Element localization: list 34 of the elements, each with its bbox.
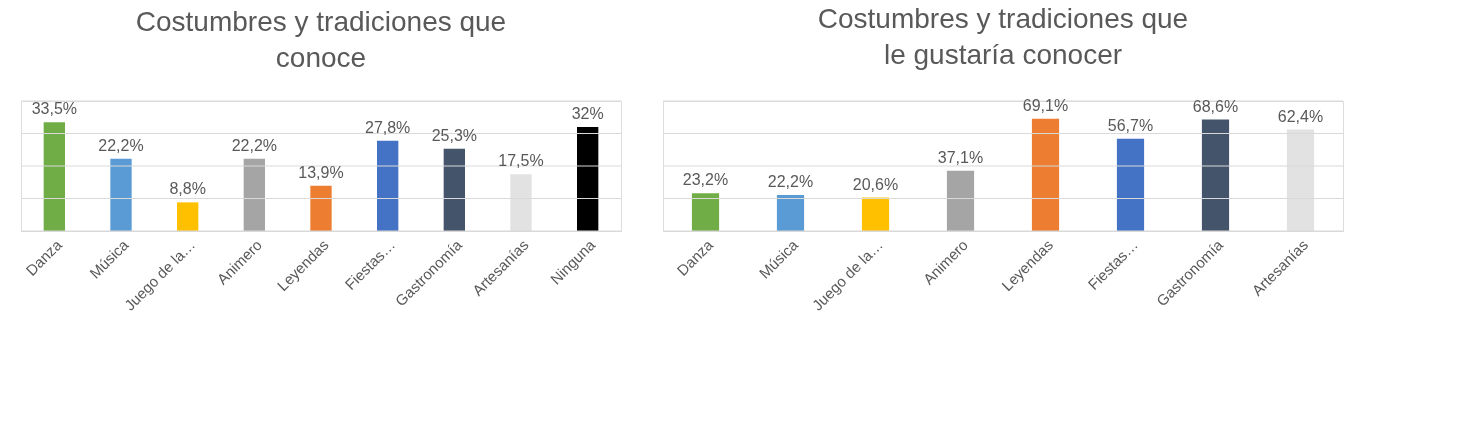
data-label: 8,8% xyxy=(169,180,206,198)
data-label: 23,2% xyxy=(682,171,729,189)
bar xyxy=(443,148,465,231)
bar xyxy=(1116,138,1145,231)
bar xyxy=(691,193,720,231)
bar xyxy=(243,158,265,231)
data-label: 32% xyxy=(571,105,604,122)
data-label: 33,5% xyxy=(31,100,78,118)
data-label: 22,2% xyxy=(767,172,814,190)
bar xyxy=(377,140,399,231)
bar xyxy=(43,122,65,231)
data-label: 68,6% xyxy=(1192,97,1239,115)
data-label: 37,1% xyxy=(937,148,984,166)
bar xyxy=(310,185,332,231)
bar xyxy=(177,202,199,231)
bar xyxy=(776,194,805,231)
data-label: 20,6% xyxy=(852,175,899,193)
data-label: 25,3% xyxy=(431,126,478,144)
data-label: 22,2% xyxy=(98,136,144,154)
data-label: 69,1% xyxy=(1022,96,1069,114)
bar xyxy=(1201,119,1230,231)
data-label: 17,5% xyxy=(498,152,544,170)
data-label: 27,8% xyxy=(364,118,411,136)
bar xyxy=(946,170,975,231)
bar xyxy=(861,197,890,231)
data-label: 13,9% xyxy=(298,163,344,181)
data-label: 56,7% xyxy=(1107,116,1154,134)
bar xyxy=(1031,118,1060,231)
bar xyxy=(577,127,599,231)
chart-title: Costumbres y tradiciones que le gustaría conocer xyxy=(817,2,1189,70)
chart-title: Costumbres y tradiciones que conoce xyxy=(135,5,507,73)
bar xyxy=(110,158,132,231)
data-label: 62,4% xyxy=(1277,107,1324,125)
data-label: 22,2% xyxy=(231,136,278,154)
